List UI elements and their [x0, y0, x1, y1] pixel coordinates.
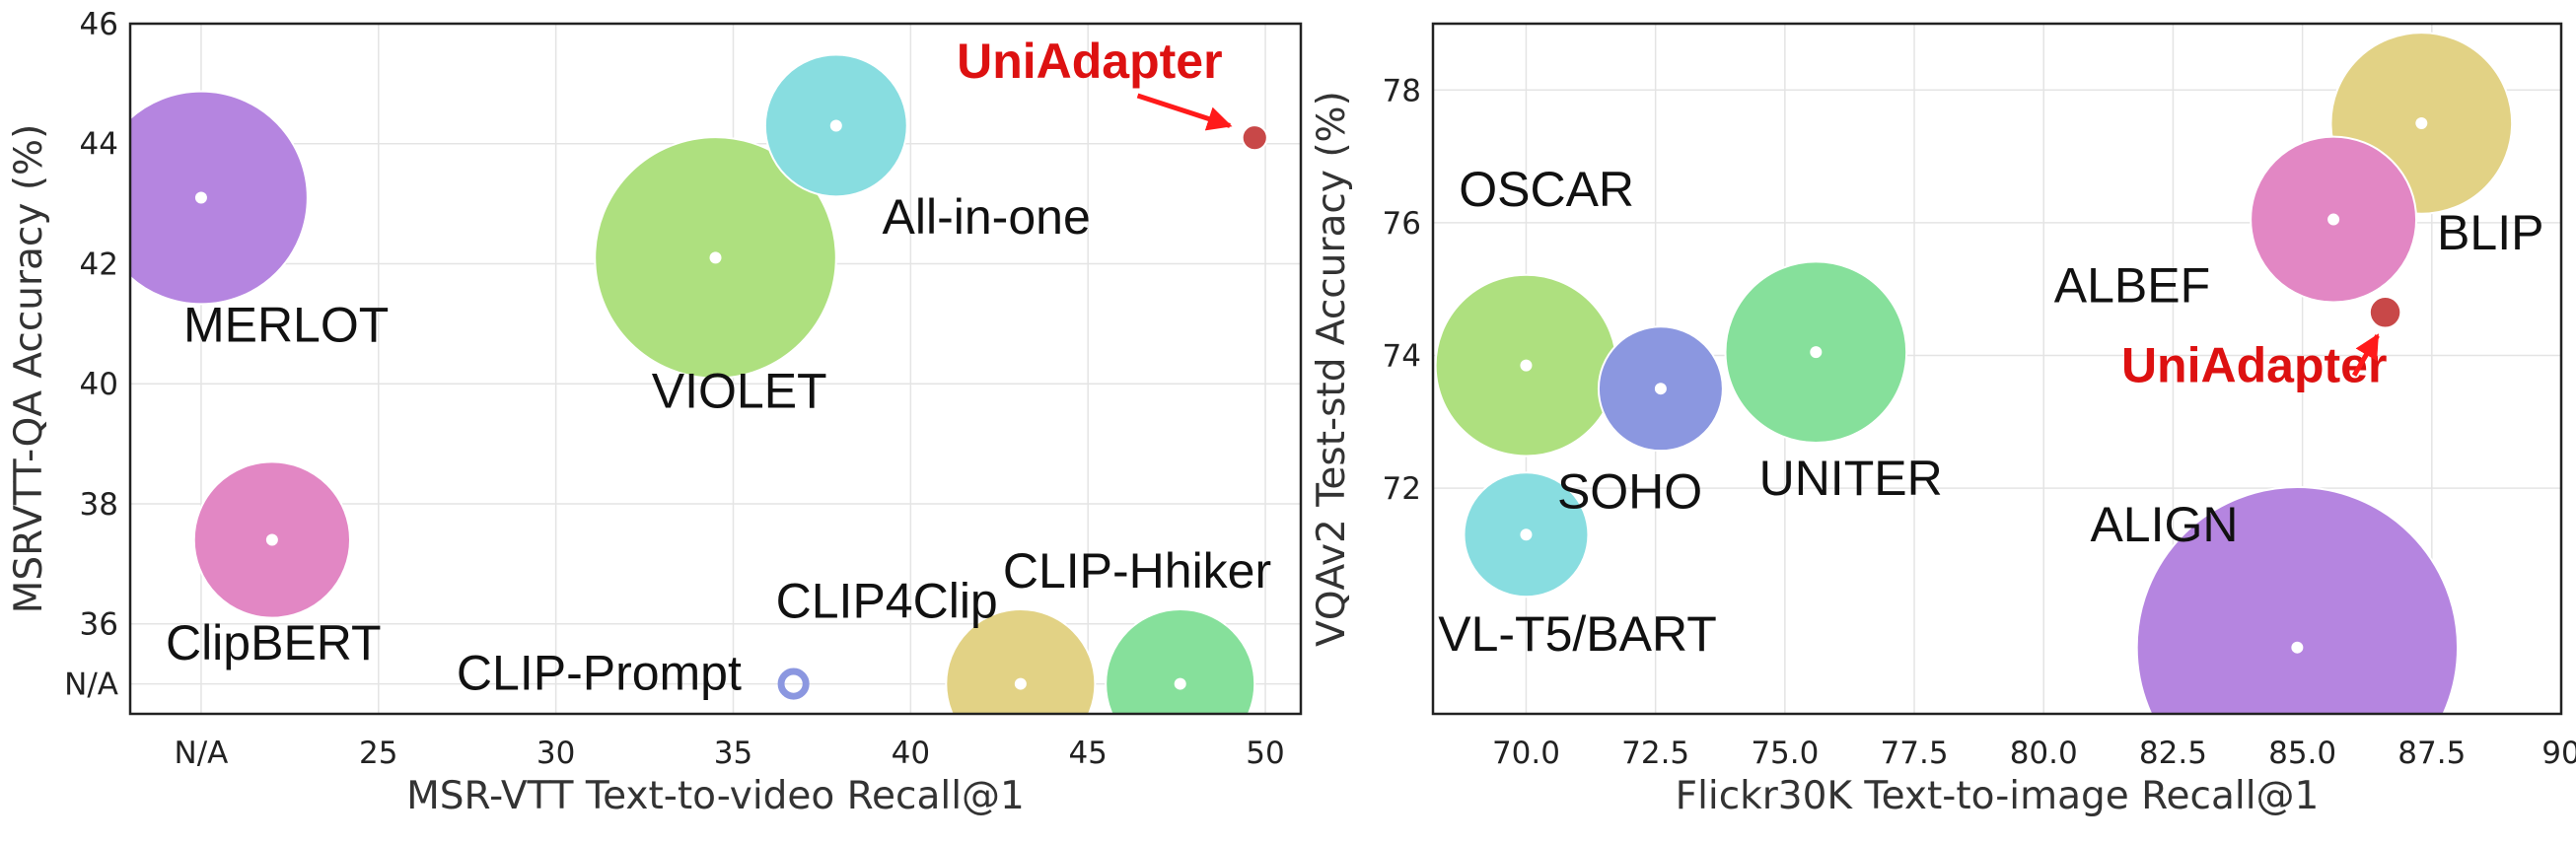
x-tick-label: 50 — [1246, 736, 1284, 771]
label-clip4clip: CLIP4Clip — [776, 574, 998, 629]
x-tick-label: 30 — [537, 736, 575, 771]
bubble-merlot — [130, 90, 309, 306]
label-clip-hhiker: CLIP-Hhiker — [1003, 543, 1271, 598]
y-axis-label: VQAv2 Test-std Accuracy (%) — [1310, 91, 1354, 647]
bubble-center-soho — [1654, 383, 1667, 395]
x-tick-label: 72.5 — [1621, 736, 1689, 771]
x-tick-label: 40 — [892, 736, 930, 771]
x-tick-label: 45 — [1068, 736, 1107, 771]
y-tick-label: 74 — [1383, 339, 1421, 375]
label-blip: BLIP — [2437, 205, 2543, 260]
plot-area — [1434, 32, 2514, 714]
bubble-center-oscar — [1520, 359, 1533, 372]
bubble-center-uniter — [1810, 346, 1823, 359]
x-tick-label: 75.0 — [1751, 736, 1819, 771]
axes-frame — [1431, 22, 2563, 716]
bubble-center-clipbert — [265, 533, 278, 546]
y-tick-label: N/A — [64, 668, 118, 703]
label-violet: VIOLET — [652, 364, 827, 419]
label-soho: SOHO — [1557, 463, 1702, 519]
bubble-center-merlot — [194, 191, 207, 204]
y-tick-label: 78 — [1383, 73, 1421, 108]
bubble-uniadapter — [1241, 124, 1268, 152]
bubble-center-albef — [2327, 213, 2340, 226]
axes-frame — [128, 22, 1303, 716]
bubble-clip-hhiker — [1105, 608, 1256, 714]
bubble-center-clip-hhiker — [1174, 677, 1186, 690]
y-tick-label: 46 — [80, 7, 118, 42]
y-tick-label: 44 — [80, 127, 118, 163]
y-tick-label: 36 — [80, 607, 118, 643]
y-tick-label: 72 — [1383, 471, 1421, 507]
x-tick-label: 82.5 — [2139, 736, 2207, 771]
label-clip-prompt: CLIP-Prompt — [457, 646, 742, 701]
label-vl-t5-bart: VL-T5/BART — [1438, 606, 1717, 662]
bubble-center-clip4clip — [1014, 677, 1027, 690]
bubble-center-violet — [709, 251, 722, 264]
y-tick-label: 38 — [80, 487, 118, 523]
y-axis-label: MSRVTT-QA Accuracy (%) — [7, 124, 51, 614]
arrow-uniadapter — [2351, 333, 2380, 377]
x-tick-label: 80.0 — [2010, 736, 2078, 771]
label-uniter: UNITER — [1759, 451, 1943, 506]
x-tick-label: 77.5 — [1881, 736, 1949, 771]
label-albef: ALBEF — [2054, 258, 2210, 314]
x-axis-label: Flickr30K Text-to-image Recall@1 — [1676, 774, 2320, 818]
label-clipbert: ClipBERT — [166, 615, 382, 670]
bubble-clip4clip — [945, 608, 1097, 714]
x-tick-label: 35 — [714, 736, 752, 771]
chart-left: MERLOTVIOLETAll-in-oneClipBERTCLIP4ClipC… — [7, 7, 1303, 818]
bubble-align — [2135, 486, 2459, 714]
x-tick-label: 85.0 — [2268, 736, 2336, 771]
x-tick-label: 90 — [2541, 736, 2576, 771]
bubble-center-all-in-one — [829, 119, 842, 132]
x-tick-label: 70.0 — [1492, 736, 1560, 771]
y-tick-label: 40 — [80, 367, 118, 402]
bubble-clip-prompt — [777, 668, 810, 700]
bubble-uniadapter — [2368, 296, 2402, 329]
label-uniadapter: UniAdapter — [2121, 337, 2387, 392]
x-tick-label: 25 — [359, 736, 397, 771]
bubble-center-vl-t5-bart — [1520, 528, 1533, 541]
label-merlot: MERLOT — [183, 298, 389, 353]
chart-right: OSCAR SOHO UNITER VL-T5/BART ALIGN BLIP ALBEF U… — [1310, 22, 2576, 818]
label-align: ALIGN — [2090, 497, 2238, 552]
plot-area — [130, 53, 1268, 714]
y-tick-label: 42 — [80, 246, 118, 282]
label-all-in-one: All-in-one — [883, 189, 1091, 245]
x-tick-label: 87.5 — [2397, 736, 2466, 771]
bubble-center-align — [2291, 641, 2304, 654]
y-tick-label: 76 — [1383, 206, 1421, 242]
arrow-uniadapter — [1136, 93, 1233, 131]
x-axis-label: MSR-VTT Text-to-video Recall@1 — [406, 774, 1025, 818]
label-uniadapter: UniAdapter — [957, 34, 1222, 89]
label-oscar: OSCAR — [1459, 162, 1634, 217]
bubble-center-blip — [2415, 116, 2428, 129]
x-tick-label: N/A — [175, 736, 229, 771]
